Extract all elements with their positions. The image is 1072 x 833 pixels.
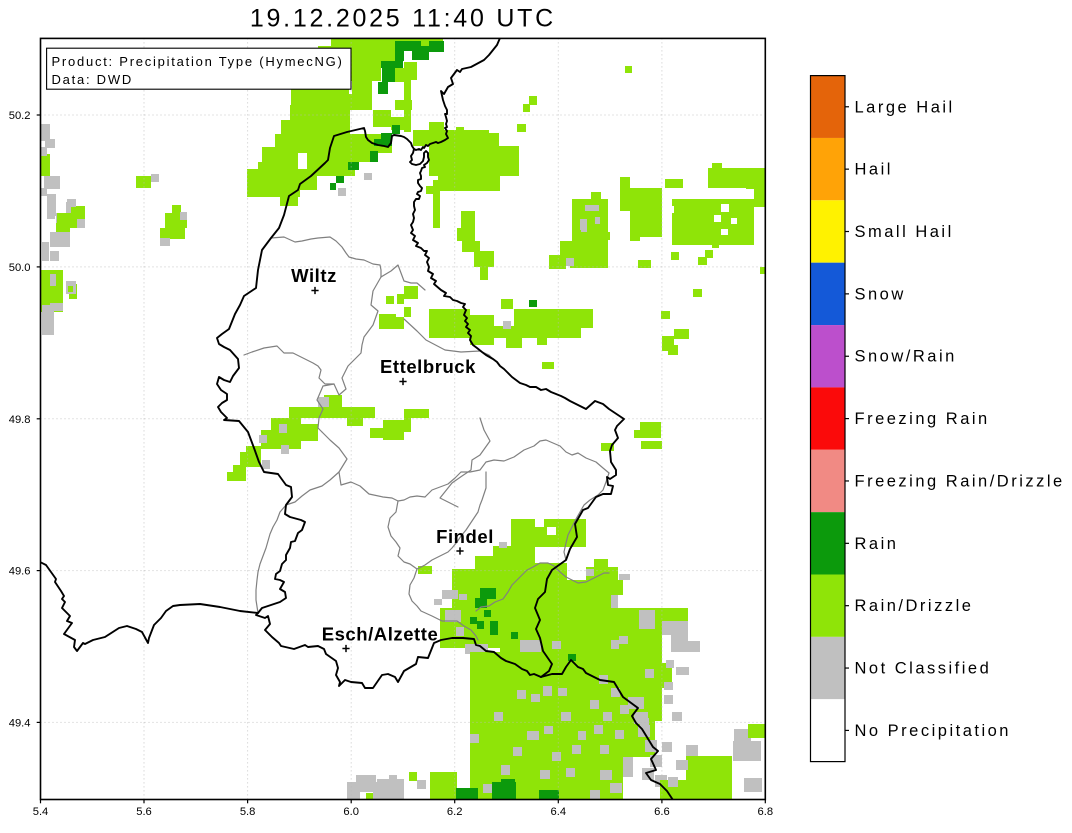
svg-text:Not Classified: Not Classified bbox=[855, 660, 992, 678]
svg-text:6.0: 6.0 bbox=[343, 806, 359, 818]
svg-text:49.4: 49.4 bbox=[9, 717, 31, 729]
svg-text:Snow: Snow bbox=[855, 285, 906, 303]
svg-text:Freezing Rain: Freezing Rain bbox=[855, 410, 990, 428]
svg-text:Data: DWD: Data: DWD bbox=[52, 72, 133, 87]
svg-text:Large Hail: Large Hail bbox=[855, 98, 955, 116]
svg-text:50.0: 50.0 bbox=[9, 262, 31, 274]
svg-text:6.2: 6.2 bbox=[447, 806, 463, 818]
svg-text:Rain: Rain bbox=[855, 535, 899, 553]
svg-text:Findel: Findel bbox=[436, 526, 494, 547]
svg-text:49.6: 49.6 bbox=[9, 566, 31, 578]
svg-text:49.8: 49.8 bbox=[9, 414, 31, 426]
svg-text:Esch/Alzette: Esch/Alzette bbox=[322, 624, 439, 645]
svg-text:6.6: 6.6 bbox=[654, 806, 670, 818]
svg-text:6.4: 6.4 bbox=[551, 806, 567, 818]
svg-text:Small Hail: Small Hail bbox=[855, 223, 954, 241]
svg-text:5.8: 5.8 bbox=[240, 806, 256, 818]
svg-text:Product: Precipitation Type (H: Product: Precipitation Type (HymecNG) bbox=[52, 54, 344, 69]
svg-text:Ettelbruck: Ettelbruck bbox=[380, 356, 476, 377]
svg-text:5.6: 5.6 bbox=[136, 806, 152, 818]
svg-text:Freezing Rain/Drizzle: Freezing Rain/Drizzle bbox=[855, 472, 1065, 490]
svg-text:No Precipitation: No Precipitation bbox=[855, 722, 1011, 740]
svg-text:Hail: Hail bbox=[855, 161, 893, 179]
svg-text:50.2: 50.2 bbox=[9, 110, 31, 122]
svg-text:Wiltz: Wiltz bbox=[291, 265, 337, 286]
svg-text:Snow/Rain: Snow/Rain bbox=[855, 348, 957, 366]
svg-text:Rain/Drizzle: Rain/Drizzle bbox=[855, 597, 974, 615]
svg-text:6.8: 6.8 bbox=[758, 806, 774, 818]
svg-text:19.12.2025 11:40 UTC: 19.12.2025 11:40 UTC bbox=[250, 5, 556, 33]
svg-text:5.4: 5.4 bbox=[33, 806, 49, 818]
